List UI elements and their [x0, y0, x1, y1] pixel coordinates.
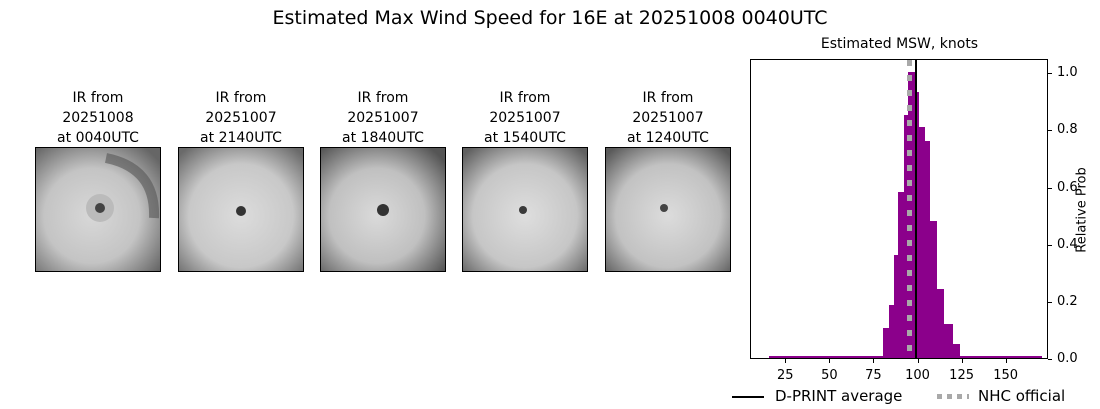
- thumb-caption-line1: IR from: [642, 90, 694, 106]
- y-tick: [1048, 130, 1052, 132]
- y-tick: [1048, 187, 1052, 189]
- ir-satellite-image: [462, 147, 588, 272]
- histogram-bar: [943, 323, 953, 358]
- histogram-bar: [915, 92, 919, 358]
- histogram-bar: [883, 328, 890, 358]
- histogram-bar: [904, 115, 909, 358]
- ir-thumbnail-5: IR from 20251007 at 1240UTC: [598, 88, 738, 272]
- y-tick: [1048, 359, 1052, 360]
- ir-thumbnail-2: IR from 20251007 at 2140UTC: [171, 88, 311, 272]
- legend-dprint-average: D-PRINT average: [775, 387, 903, 405]
- ir-thumbnail-1: IR from 20251008 at 0040UTC: [28, 88, 168, 272]
- y-tick: [1048, 73, 1052, 75]
- histogram-bar: [918, 126, 925, 358]
- histogram-plot-area: [750, 59, 1048, 359]
- thumb-caption-line1: IR from: [499, 90, 551, 106]
- thumb-caption-line3: at 1540UTC: [484, 130, 566, 146]
- ir-satellite-image: [605, 147, 731, 272]
- histogram-bar: [929, 220, 937, 358]
- ir-satellite-image: [320, 147, 446, 272]
- histogram-bar: [893, 255, 899, 358]
- x-tick: [1005, 359, 1007, 363]
- ir-thumbnail-4: IR from 20251007 at 1540UTC: [455, 88, 595, 272]
- y-tick-label: 0.4: [1057, 236, 1078, 252]
- x-tick-label: 75: [865, 368, 882, 383]
- figure-title: Estimated Max Wind Speed for 16E at 2025…: [272, 7, 828, 29]
- thumb-caption-line1: IR from: [215, 90, 267, 106]
- y-axis-label: Relative Prob: [1074, 167, 1090, 253]
- x-tick: [873, 359, 875, 363]
- x-tick-label: 125: [949, 368, 974, 383]
- ir-satellite-image: [35, 147, 161, 272]
- x-tick: [961, 359, 963, 363]
- thumb-caption-line2: 20251007: [489, 110, 561, 126]
- legend-solid-line-icon: [732, 396, 764, 398]
- y-tick: [1048, 244, 1052, 246]
- histogram-bar: [898, 192, 905, 358]
- y-tick-label: 0.6: [1057, 179, 1078, 195]
- y-tick-label: 0.8: [1057, 122, 1078, 138]
- y-tick: [1048, 301, 1052, 303]
- thumb-caption-line3: at 0040UTC: [57, 130, 139, 146]
- dprint-average-line: [914, 60, 917, 358]
- thumb-caption-line3: at 2140UTC: [200, 130, 282, 146]
- y-tick-label: 1.0: [1057, 65, 1078, 81]
- thumb-caption-line2: 20251007: [632, 110, 704, 126]
- thumb-caption-line3: at 1240UTC: [627, 130, 709, 146]
- x-tick-label: 50: [821, 368, 838, 383]
- x-tick: [917, 359, 919, 363]
- x-tick: [785, 359, 787, 363]
- histogram-bar: [888, 305, 895, 358]
- thumb-caption-line2: 20251007: [205, 110, 277, 126]
- thumb-caption-line3: at 1840UTC: [342, 130, 424, 146]
- y-tick-label: 0.2: [1057, 293, 1078, 309]
- chart-title: Estimated MSW, knots: [820, 36, 979, 52]
- ir-satellite-image: [178, 147, 304, 272]
- histogram-bar: [908, 72, 916, 358]
- histogram-bar: [952, 343, 960, 358]
- histogram-bar: [936, 289, 944, 358]
- x-tick-label: 150: [993, 368, 1019, 383]
- legend-nhc-official: NHC official: [978, 387, 1066, 405]
- thumb-caption-line2: 20251007: [347, 110, 419, 126]
- x-tick-label: 100: [905, 368, 930, 383]
- thumb-caption-line2: 20251008: [62, 110, 134, 126]
- y-tick-label: 0.0: [1057, 351, 1078, 366]
- legend-dotted-line-icon: [937, 394, 969, 399]
- thumb-caption-line1: IR from: [72, 90, 124, 106]
- x-tick-label: 25: [776, 368, 794, 383]
- nhc-official-line: [907, 60, 913, 358]
- x-tick: [829, 359, 831, 363]
- thumb-caption-line1: IR from: [357, 90, 409, 106]
- histogram-bar: [924, 140, 930, 358]
- ir-thumbnail-3: IR from 20251007 at 1840UTC: [313, 88, 453, 272]
